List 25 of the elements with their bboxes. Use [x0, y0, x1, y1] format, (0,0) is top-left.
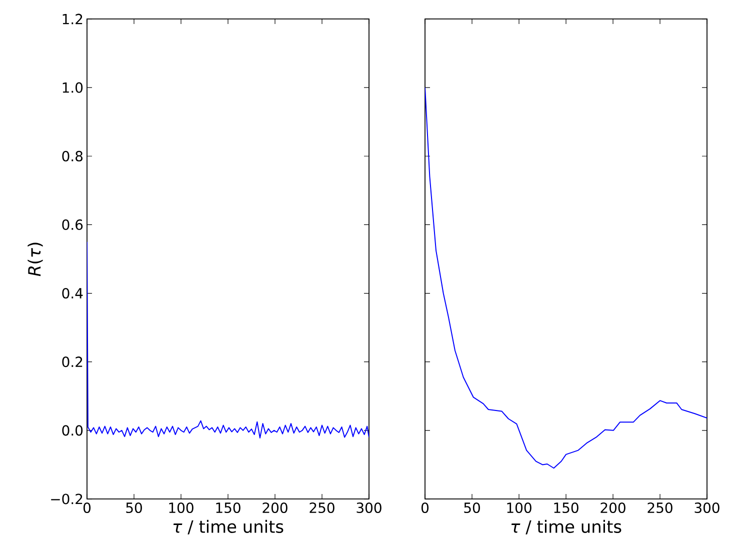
y-tick-label: 0.2	[62, 356, 82, 368]
y-tick-label: 0.4	[62, 288, 83, 299]
x-tick-label: 150	[216, 502, 240, 514]
x-tick-label: 250	[310, 502, 334, 514]
x-tick-label: 0	[421, 502, 429, 514]
x-tick-label: 0	[83, 502, 91, 514]
x-tick-label: 200	[262, 502, 288, 514]
x-tick-label: 200	[600, 502, 626, 514]
y-tick-label: 1.2	[62, 14, 82, 24]
x-tick-label: 100	[169, 502, 194, 514]
y-axis-title: R(τ)	[28, 242, 43, 276]
x-axis-title: τ / time units	[173, 520, 284, 534]
x-axis-title: τ / time units	[511, 520, 622, 534]
x-tick-label: 50	[464, 502, 480, 514]
y-tick-label: 0.8	[62, 150, 83, 162]
y-tick-label: 1.0	[62, 82, 83, 93]
x-tick-label: 100	[507, 502, 532, 514]
x-tick-label: 150	[554, 502, 578, 514]
y-tick-label: −0.2	[51, 494, 82, 504]
y-tick-label: 0.6	[62, 219, 83, 230]
x-tick-label: 300	[356, 502, 382, 514]
x-tick-label: 250	[648, 502, 672, 514]
y-tick-label: 0.0	[62, 425, 83, 436]
x-tick-label: 50	[126, 502, 142, 514]
x-tick-label: 300	[694, 502, 720, 514]
